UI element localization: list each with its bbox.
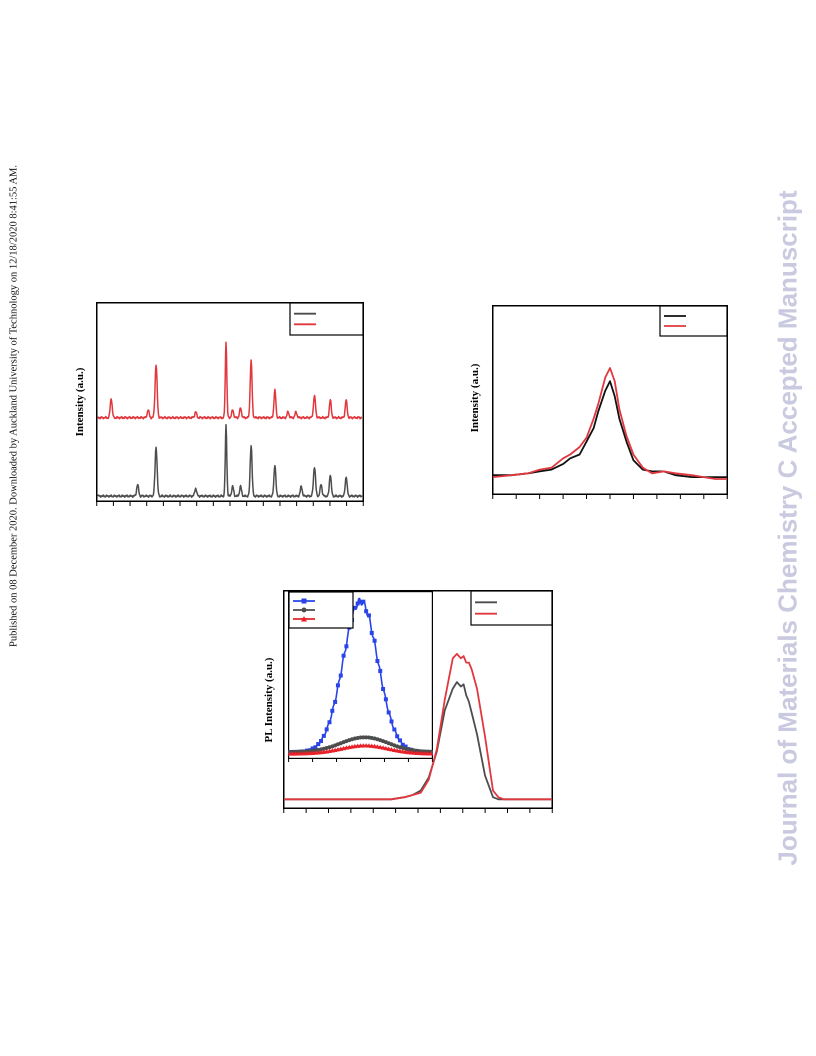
inset-frame <box>288 591 434 760</box>
peak-chart <box>492 305 728 499</box>
inset-series-1-point <box>364 609 369 614</box>
inset-series-3-point <box>377 744 383 750</box>
pl-inset-plot <box>287 591 434 762</box>
inset-series-3-point <box>391 747 397 752</box>
inset-series-3-point <box>375 744 380 749</box>
inset-series-1-point <box>344 644 349 649</box>
inset-series-1-point <box>386 710 391 715</box>
inset-series-1-point <box>355 601 360 606</box>
xrd-series-2 <box>97 341 363 420</box>
peak-legend <box>659 305 728 337</box>
inset-series-3-point <box>383 745 389 751</box>
inset-series-3-point <box>389 747 394 752</box>
inset-series-1-point <box>313 745 318 750</box>
inset-series-3-point <box>400 749 406 754</box>
inset-series-1-point <box>335 683 340 688</box>
peak-plot <box>492 305 728 499</box>
peak-series-2 <box>492 367 727 480</box>
pl-chart <box>283 590 553 813</box>
inset-series-1-point <box>352 605 357 610</box>
xrd-frame <box>96 302 364 502</box>
inset-series-1-point <box>319 738 324 743</box>
inset-series-1-point <box>327 720 332 725</box>
inset-series-3-point <box>428 751 434 756</box>
inset-series-3-point <box>380 745 386 750</box>
xrd-legend <box>289 302 364 336</box>
journal-watermark-text: Journal of Materials Chemistry C Accepte… <box>772 190 803 866</box>
inset-series-1-point <box>310 746 315 751</box>
pl-series-2 <box>284 653 552 801</box>
inset-series-1-point <box>395 734 400 739</box>
inset-legend-marker-3 <box>301 616 307 622</box>
download-notice-text: Published on 08 December 2020. Downloade… <box>8 164 20 648</box>
inset-legend-marker-2 <box>301 607 307 613</box>
pl-frame <box>283 590 553 809</box>
inset-series-1-point <box>361 599 366 604</box>
inset-series-1-point <box>324 727 329 732</box>
inset-series-1-point <box>358 599 363 604</box>
inset-series-1-point <box>378 668 383 673</box>
inset-series-1-point <box>375 658 380 663</box>
inset-series-1-point <box>338 673 343 678</box>
inset-legend-marker-1 <box>301 598 307 604</box>
xrd-plot <box>96 302 364 506</box>
xrd-series-1 <box>97 423 363 499</box>
inset-series-1-point <box>392 727 397 732</box>
inset-series-1-point <box>330 708 335 713</box>
inset-series-1-point <box>369 630 374 635</box>
inset-series-1-point <box>366 613 371 618</box>
pl-plot <box>283 590 553 813</box>
inset-series-1-point <box>316 742 321 747</box>
inset-series-1-point <box>333 699 338 704</box>
inset-series-1-point <box>383 697 388 702</box>
inset-series-3-point <box>372 743 377 749</box>
inset-series-1-point <box>321 733 326 738</box>
inset-series-3-point <box>403 749 409 754</box>
inset-series-1-point <box>381 687 386 692</box>
inset-series-1-point <box>389 719 394 724</box>
inset-series-3-point <box>386 746 392 751</box>
inset-series-1-point <box>400 742 405 747</box>
inset-series-1-point <box>403 744 408 749</box>
inset-series-3-point <box>394 748 400 753</box>
inset-series-3-point <box>397 748 403 754</box>
pl-legend <box>470 590 553 626</box>
inset-series-2-point <box>361 735 366 740</box>
peak-frame <box>492 305 728 495</box>
inset-series-1-point <box>372 638 377 643</box>
pl-inset-chart <box>287 591 434 762</box>
inset-series-1-point <box>341 653 346 658</box>
inset-series-1-point <box>397 738 402 743</box>
peak-series-1 <box>493 380 727 479</box>
xrd-chart <box>96 302 364 506</box>
